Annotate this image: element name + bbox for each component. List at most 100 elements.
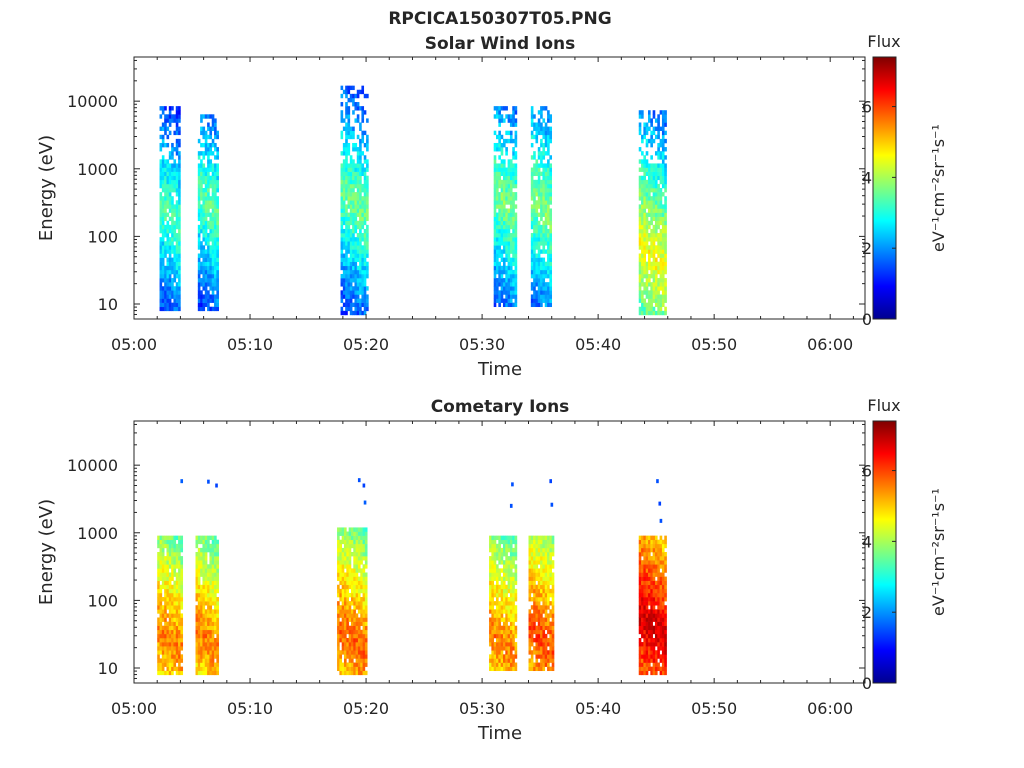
flux-cell: [161, 220, 165, 226]
flux-cell: [216, 306, 219, 312]
flux-cell: [509, 192, 513, 197]
flux-cell: [535, 282, 539, 287]
flux-cell: [661, 621, 665, 626]
flux-cell: [211, 171, 215, 177]
flux-cell: [161, 654, 165, 659]
flux-cell: [641, 633, 644, 639]
flux-cell: [514, 118, 518, 123]
flux-cell: [542, 134, 546, 140]
flux-cell: [209, 233, 213, 238]
flux-cell: [204, 183, 208, 189]
flux-cell: [214, 552, 217, 557]
flux-cell: [207, 543, 210, 549]
flux-cell: [344, 666, 347, 672]
flux-cell: [657, 310, 660, 316]
flux-cell: [159, 171, 163, 177]
flux-cell: [537, 241, 541, 246]
flux-cell: [159, 241, 163, 246]
flux-cell: [498, 662, 501, 667]
flux-cell: [643, 580, 646, 586]
flux-cell: [195, 572, 199, 577]
flux-cell: [204, 278, 208, 283]
flux-cell: [178, 212, 181, 217]
flux-cell: [542, 237, 546, 242]
flux-cell: [361, 286, 365, 291]
flux-cell: [493, 298, 497, 303]
flux-cell: [505, 298, 508, 303]
flux-cell: [659, 204, 663, 209]
flux-cell: [509, 613, 513, 618]
flux-cell: [652, 552, 656, 557]
flux-cell: [498, 163, 501, 168]
flux-cell: [175, 183, 179, 189]
flux-cell: [657, 298, 660, 303]
flux-cell: [542, 580, 546, 586]
flux-cell: [659, 518, 663, 523]
flux-cell: [157, 552, 160, 557]
flux-cell: [361, 278, 365, 283]
flux-cell: [502, 245, 506, 250]
panel-cometary-ions: Cometary Ions 05:00 05:10 05:20 05:30 05:40 0…: [36, 396, 948, 744]
flux-cell: [363, 208, 367, 213]
flux-cell: [349, 245, 353, 250]
flux-cell: [549, 479, 553, 484]
flux-cell: [164, 216, 167, 222]
flux-cell: [366, 134, 369, 140]
flux-cell: [209, 163, 213, 168]
flux-cell: [535, 588, 539, 594]
flux-cell: [540, 625, 543, 631]
flux-cell: [502, 654, 506, 659]
flux-cell: [654, 245, 658, 250]
flux-cell: [216, 249, 219, 254]
flux-cell: [537, 302, 541, 308]
flux-cell: [360, 633, 363, 639]
flux-cell: [505, 224, 508, 230]
flux-cell: [530, 286, 534, 291]
flux-cell: [345, 175, 348, 181]
flux-cell: [168, 556, 172, 561]
flux-cell: [530, 564, 534, 569]
flux-cell: [489, 572, 492, 577]
flux-cell: [643, 658, 646, 663]
flux-cell: [200, 249, 203, 254]
flux-cell: [500, 650, 504, 655]
flux-cell: [164, 633, 167, 639]
flux-cell: [357, 580, 361, 586]
flux-cell: [505, 584, 508, 590]
flux-cell: [173, 159, 177, 164]
flux-cell: [348, 670, 352, 676]
flux-cell: [175, 564, 179, 569]
flux-cell: [159, 629, 163, 635]
flux-cell: [505, 560, 508, 565]
flux-cell: [168, 278, 172, 283]
flux-cell: [166, 556, 170, 561]
flux-cell: [214, 249, 217, 254]
flux-cell: [171, 241, 174, 246]
flux-cell: [337, 592, 340, 598]
flux-cell: [537, 298, 541, 303]
flux-cell: [650, 609, 653, 614]
flux-cell: [664, 597, 667, 602]
flux-cell: [341, 597, 345, 602]
flux-cell: [661, 629, 665, 635]
flux-cell: [352, 249, 355, 254]
flux-cell: [544, 609, 548, 614]
flux-cell: [659, 556, 663, 561]
flux-cell: [512, 286, 515, 291]
flux-cell: [502, 580, 506, 586]
flux-cell: [166, 568, 170, 573]
flux-cell: [643, 564, 646, 569]
flux-cell: [342, 188, 346, 193]
flux-cell: [505, 212, 508, 217]
flux-cell: [159, 200, 163, 205]
flux-cell: [171, 228, 174, 234]
flux-cell: [650, 568, 653, 573]
flux-cell: [350, 601, 354, 606]
flux-cell: [533, 233, 536, 238]
flux-cell: [645, 543, 649, 549]
flux-cell: [361, 171, 365, 177]
flux-cell: [664, 245, 667, 250]
flux-cell: [342, 257, 346, 262]
flux-cell: [214, 220, 217, 226]
flux-cell: [505, 666, 508, 672]
